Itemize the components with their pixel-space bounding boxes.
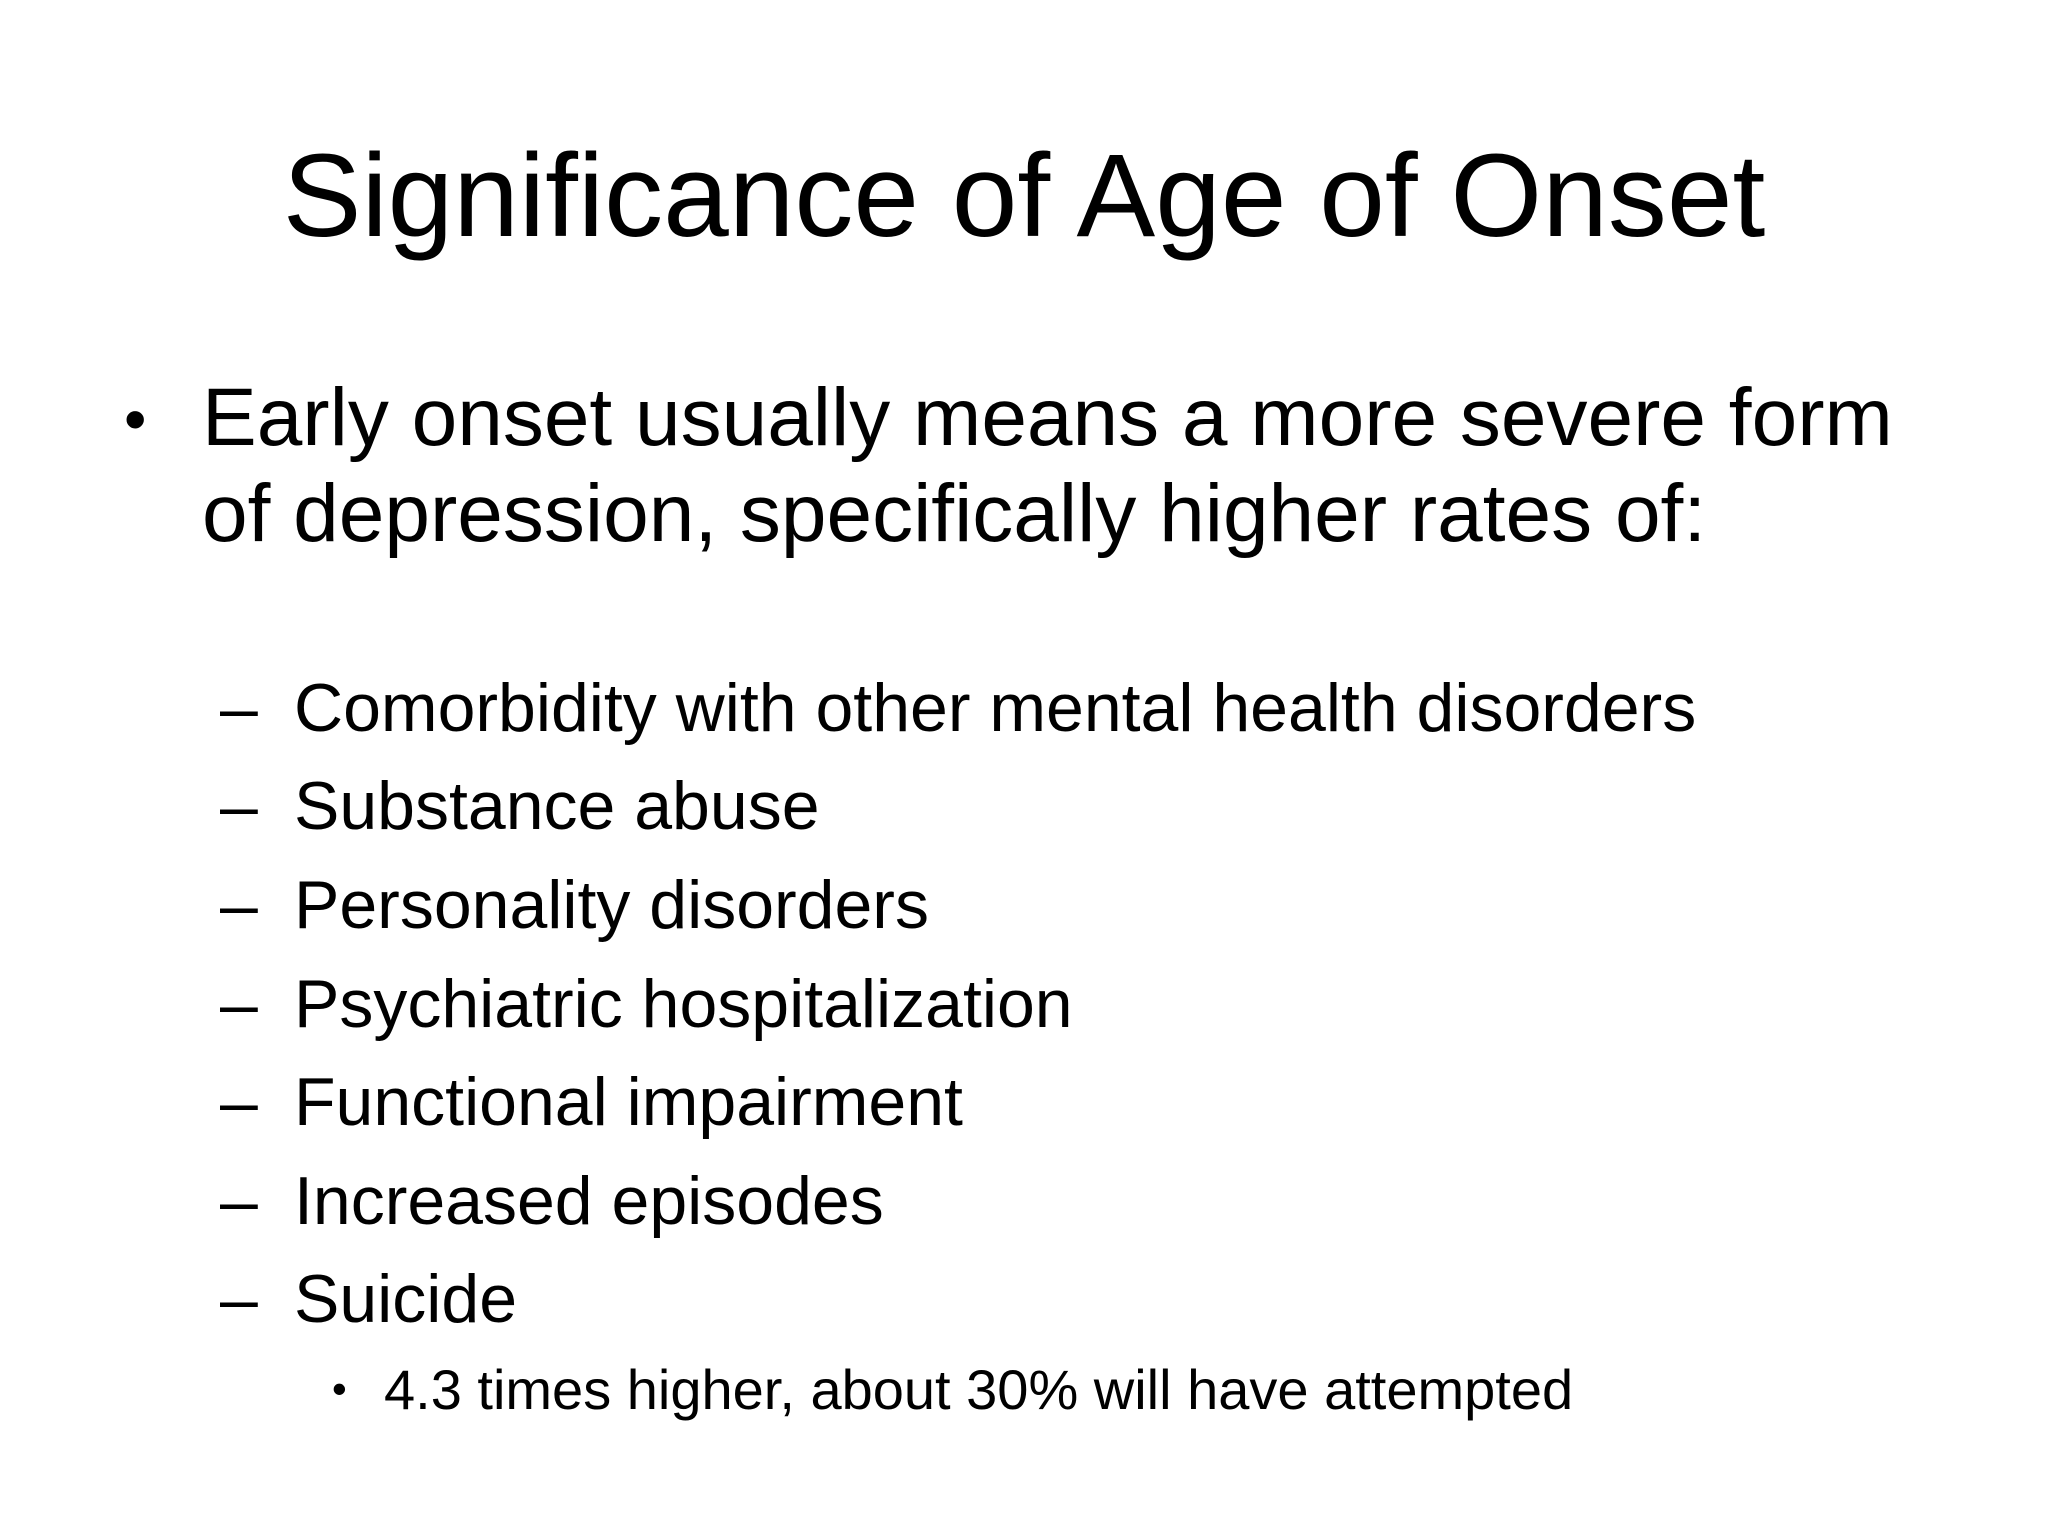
sub-item-psychiatric-hospitalization: – Psychiatric hospitalization bbox=[220, 961, 1920, 1047]
sub-item-increased-episodes: – Increased episodes bbox=[220, 1158, 1920, 1244]
dash-marker: – bbox=[220, 867, 258, 943]
bullet-marker: • bbox=[124, 383, 147, 455]
dash-marker: – bbox=[220, 1261, 258, 1337]
sub-item-text: Functional impairment bbox=[294, 1064, 963, 1140]
sub-item-text: Substance abuse bbox=[294, 768, 820, 844]
sub-item-text: Suicide bbox=[294, 1261, 518, 1337]
sub-item-substance-abuse: – Substance abuse bbox=[220, 763, 1920, 849]
dash-marker: – bbox=[220, 670, 258, 746]
sub-sub-item-text: 4.3 times higher, about 30% will have at… bbox=[384, 1358, 1574, 1421]
dash-marker: – bbox=[220, 1064, 258, 1140]
sub-item-suicide: – Suicide bbox=[220, 1256, 1920, 1342]
dash-marker: – bbox=[220, 1163, 258, 1239]
sub-item-text: Increased episodes bbox=[294, 1163, 884, 1239]
sub-item-text: Personality disorders bbox=[294, 867, 929, 943]
dash-marker: – bbox=[220, 768, 258, 844]
sub-sub-item-suicide-rate: • 4.3 times higher, about 30% will have a… bbox=[332, 1353, 1982, 1426]
sub-item-personality-disorders: – Personality disorders bbox=[220, 862, 1920, 948]
sub-bullet-marker: • bbox=[332, 1365, 347, 1412]
main-bullet-text: Early onset usually means a more severe … bbox=[202, 372, 1893, 559]
main-bullet: • Early onset usually means a more sever… bbox=[124, 370, 1944, 562]
sub-item-text: Comorbidity with other mental health dis… bbox=[294, 670, 1697, 746]
slide-title: Significance of Age of Onset bbox=[282, 130, 1766, 262]
sub-item-functional-impairment: – Functional impairment bbox=[220, 1059, 1920, 1145]
sub-item-text: Psychiatric hospitalization bbox=[294, 966, 1073, 1042]
dash-marker: – bbox=[220, 966, 258, 1042]
sub-item-comorbidity: – Comorbidity with other mental health di… bbox=[220, 665, 1920, 751]
